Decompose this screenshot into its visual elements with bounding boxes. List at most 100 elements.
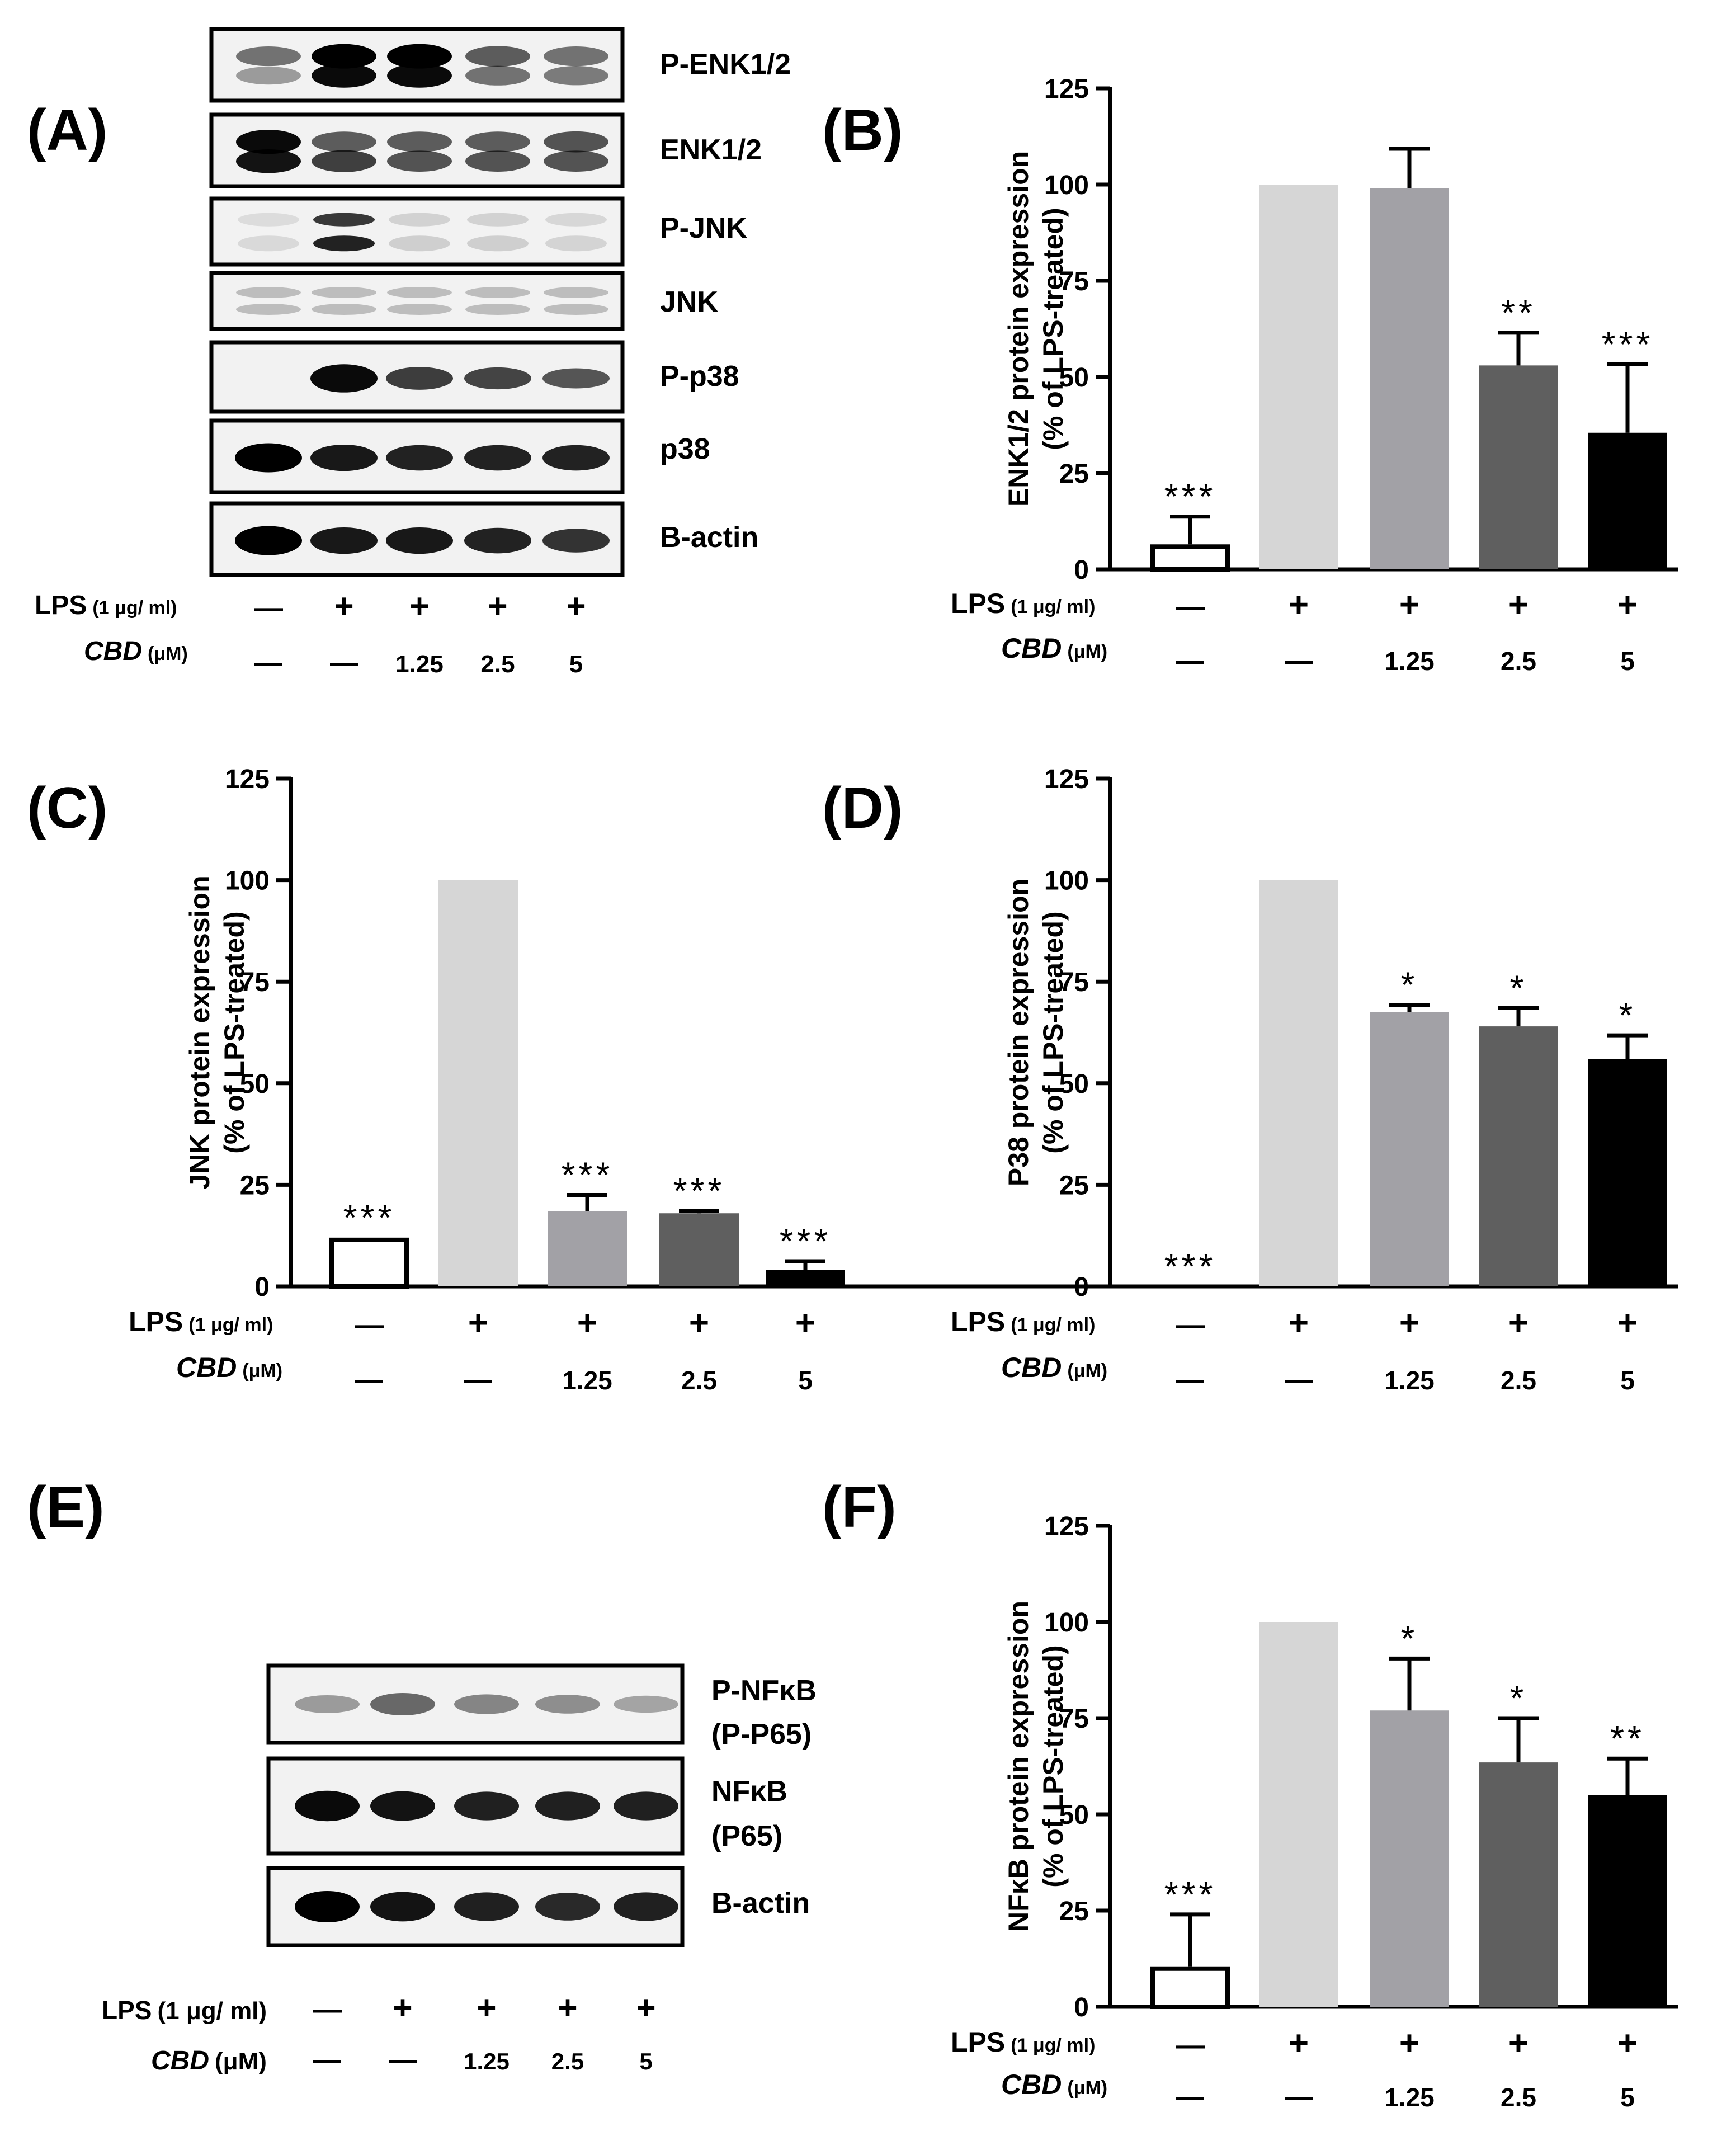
lps-cell: + [577, 1304, 597, 1342]
blot-band [312, 131, 376, 153]
blot-band [236, 67, 301, 85]
y-tick-label: 75 [1059, 1704, 1089, 1734]
blot-band [310, 444, 378, 471]
blot-band [295, 1891, 360, 1922]
blot-band [465, 150, 530, 172]
cbd-name: CBD [1001, 633, 1062, 664]
y-tick-label: 75 [1059, 267, 1089, 296]
cbd-cell: — [464, 1364, 492, 1395]
band-label-b-actin-e: B-actin [711, 1887, 810, 1920]
lps-cell: — [1176, 591, 1205, 623]
panel-label-a: (A) [27, 98, 107, 163]
bar [1150, 544, 1230, 572]
lps-unit: (1 μg/ ml) [1011, 596, 1095, 617]
blot-band [387, 287, 452, 298]
cbd-cell: — [1285, 2081, 1313, 2112]
y-tick-label: 0 [1074, 1993, 1089, 2022]
cbd-name: CBD [1001, 1352, 1062, 1383]
cbd-name: CBD [1001, 2069, 1062, 2100]
cbd-cell: 1.25 [1384, 1366, 1435, 1395]
blot-band [454, 1694, 519, 1714]
blot-band [614, 1695, 678, 1713]
lps-cell: + [1399, 2024, 1419, 2063]
blot-band [238, 213, 299, 227]
cbd-cell: — [313, 2044, 341, 2076]
blot-band [370, 1791, 435, 1821]
cbd-cell: 5 [1620, 647, 1635, 676]
blot-band [236, 149, 301, 173]
bar [548, 1211, 627, 1286]
y-tick-label: 25 [240, 1171, 270, 1200]
y-tick-label: 100 [1044, 866, 1089, 896]
lps-cell: + [334, 587, 353, 625]
blot-band [386, 367, 453, 390]
lps-unit: (1 μg/ ml) [188, 1314, 273, 1336]
bar [1479, 365, 1558, 569]
blot-band [236, 130, 301, 154]
significance-label: *** [343, 1197, 395, 1238]
significance-label: * [1619, 995, 1636, 1035]
cbd-cell: 2.5 [551, 2048, 584, 2074]
bar [1588, 432, 1667, 569]
cbd-cell: — [1176, 645, 1204, 676]
blot-band [535, 1893, 600, 1921]
band-label-p-p65: (P-P65) [711, 1718, 812, 1751]
panel-label-b: (B) [822, 98, 903, 163]
y-tick-label: 125 [1044, 1512, 1089, 1541]
blot-band [312, 287, 376, 298]
bar [1150, 1966, 1230, 2010]
y-tick-label: 0 [254, 1272, 270, 1302]
lps-cell: — [1176, 1309, 1205, 1341]
treatment-rows-e: LPS (1 μg/ ml) CBD (μM) — + + + + — — 1.25… [102, 1989, 656, 2076]
y-tick-label: 25 [1059, 459, 1089, 489]
lps-cell: + [1617, 586, 1638, 624]
band-label-p65: (P65) [711, 1820, 782, 1852]
lps-cell: + [1289, 2024, 1309, 2063]
significance-label: ** [1610, 1718, 1645, 1758]
bar [659, 1213, 739, 1286]
blot-band [312, 304, 376, 315]
lps-label: LPS (1 μg/ ml) [951, 588, 1095, 619]
y-tick-label: 50 [1059, 1800, 1089, 1830]
significance-label: * [1510, 968, 1527, 1008]
cbd-cell: 5 [1620, 1366, 1635, 1395]
blot-band [236, 287, 301, 298]
bar [438, 880, 518, 1286]
cbd-cell: 2.5 [480, 650, 515, 678]
blot-band [454, 1892, 519, 1921]
lps-cell: + [393, 1989, 412, 2026]
blot-band [235, 526, 302, 555]
cbd-cell: 1.25 [395, 650, 444, 678]
panel-label-f: (F) [822, 1475, 897, 1540]
blot-band [544, 46, 608, 67]
blot-band [295, 1790, 360, 1822]
y-tick-label: 100 [1044, 171, 1089, 200]
blot-band [389, 235, 450, 252]
y-tick-label: 50 [1059, 363, 1089, 393]
band-label-jnk: JNK [660, 286, 718, 318]
y-axis-label: P38 protein expression [1003, 879, 1034, 1186]
panel-label-d: (D) [822, 776, 903, 841]
blot-band [387, 63, 452, 88]
lps-cell: + [636, 1989, 655, 2026]
lps-cell: + [488, 587, 507, 625]
blot-band [370, 1693, 435, 1715]
blot-band [387, 304, 452, 315]
blot-box [209, 271, 625, 331]
cbd-cell: 5 [798, 1366, 813, 1395]
cbd-cell: 1.25 [1384, 647, 1435, 676]
y-axis-label: JNK protein expression [184, 875, 215, 1189]
blot-band [386, 527, 453, 554]
significance-label: * [1401, 965, 1418, 1005]
lps-cell: + [689, 1304, 709, 1342]
blot-band [295, 1695, 360, 1713]
cbd-label-a: CBD (μM) [84, 636, 188, 666]
lps-cell: + [1289, 1304, 1309, 1342]
significance-label: *** [673, 1171, 725, 1211]
lps-unit: (1 μg/ ml) [1011, 1314, 1095, 1336]
cbd-cell: 2.5 [681, 1366, 717, 1395]
blot-band [454, 1791, 519, 1821]
bar [1370, 1012, 1449, 1286]
blot-band [235, 443, 302, 473]
y-tick-label: 125 [1044, 74, 1089, 104]
